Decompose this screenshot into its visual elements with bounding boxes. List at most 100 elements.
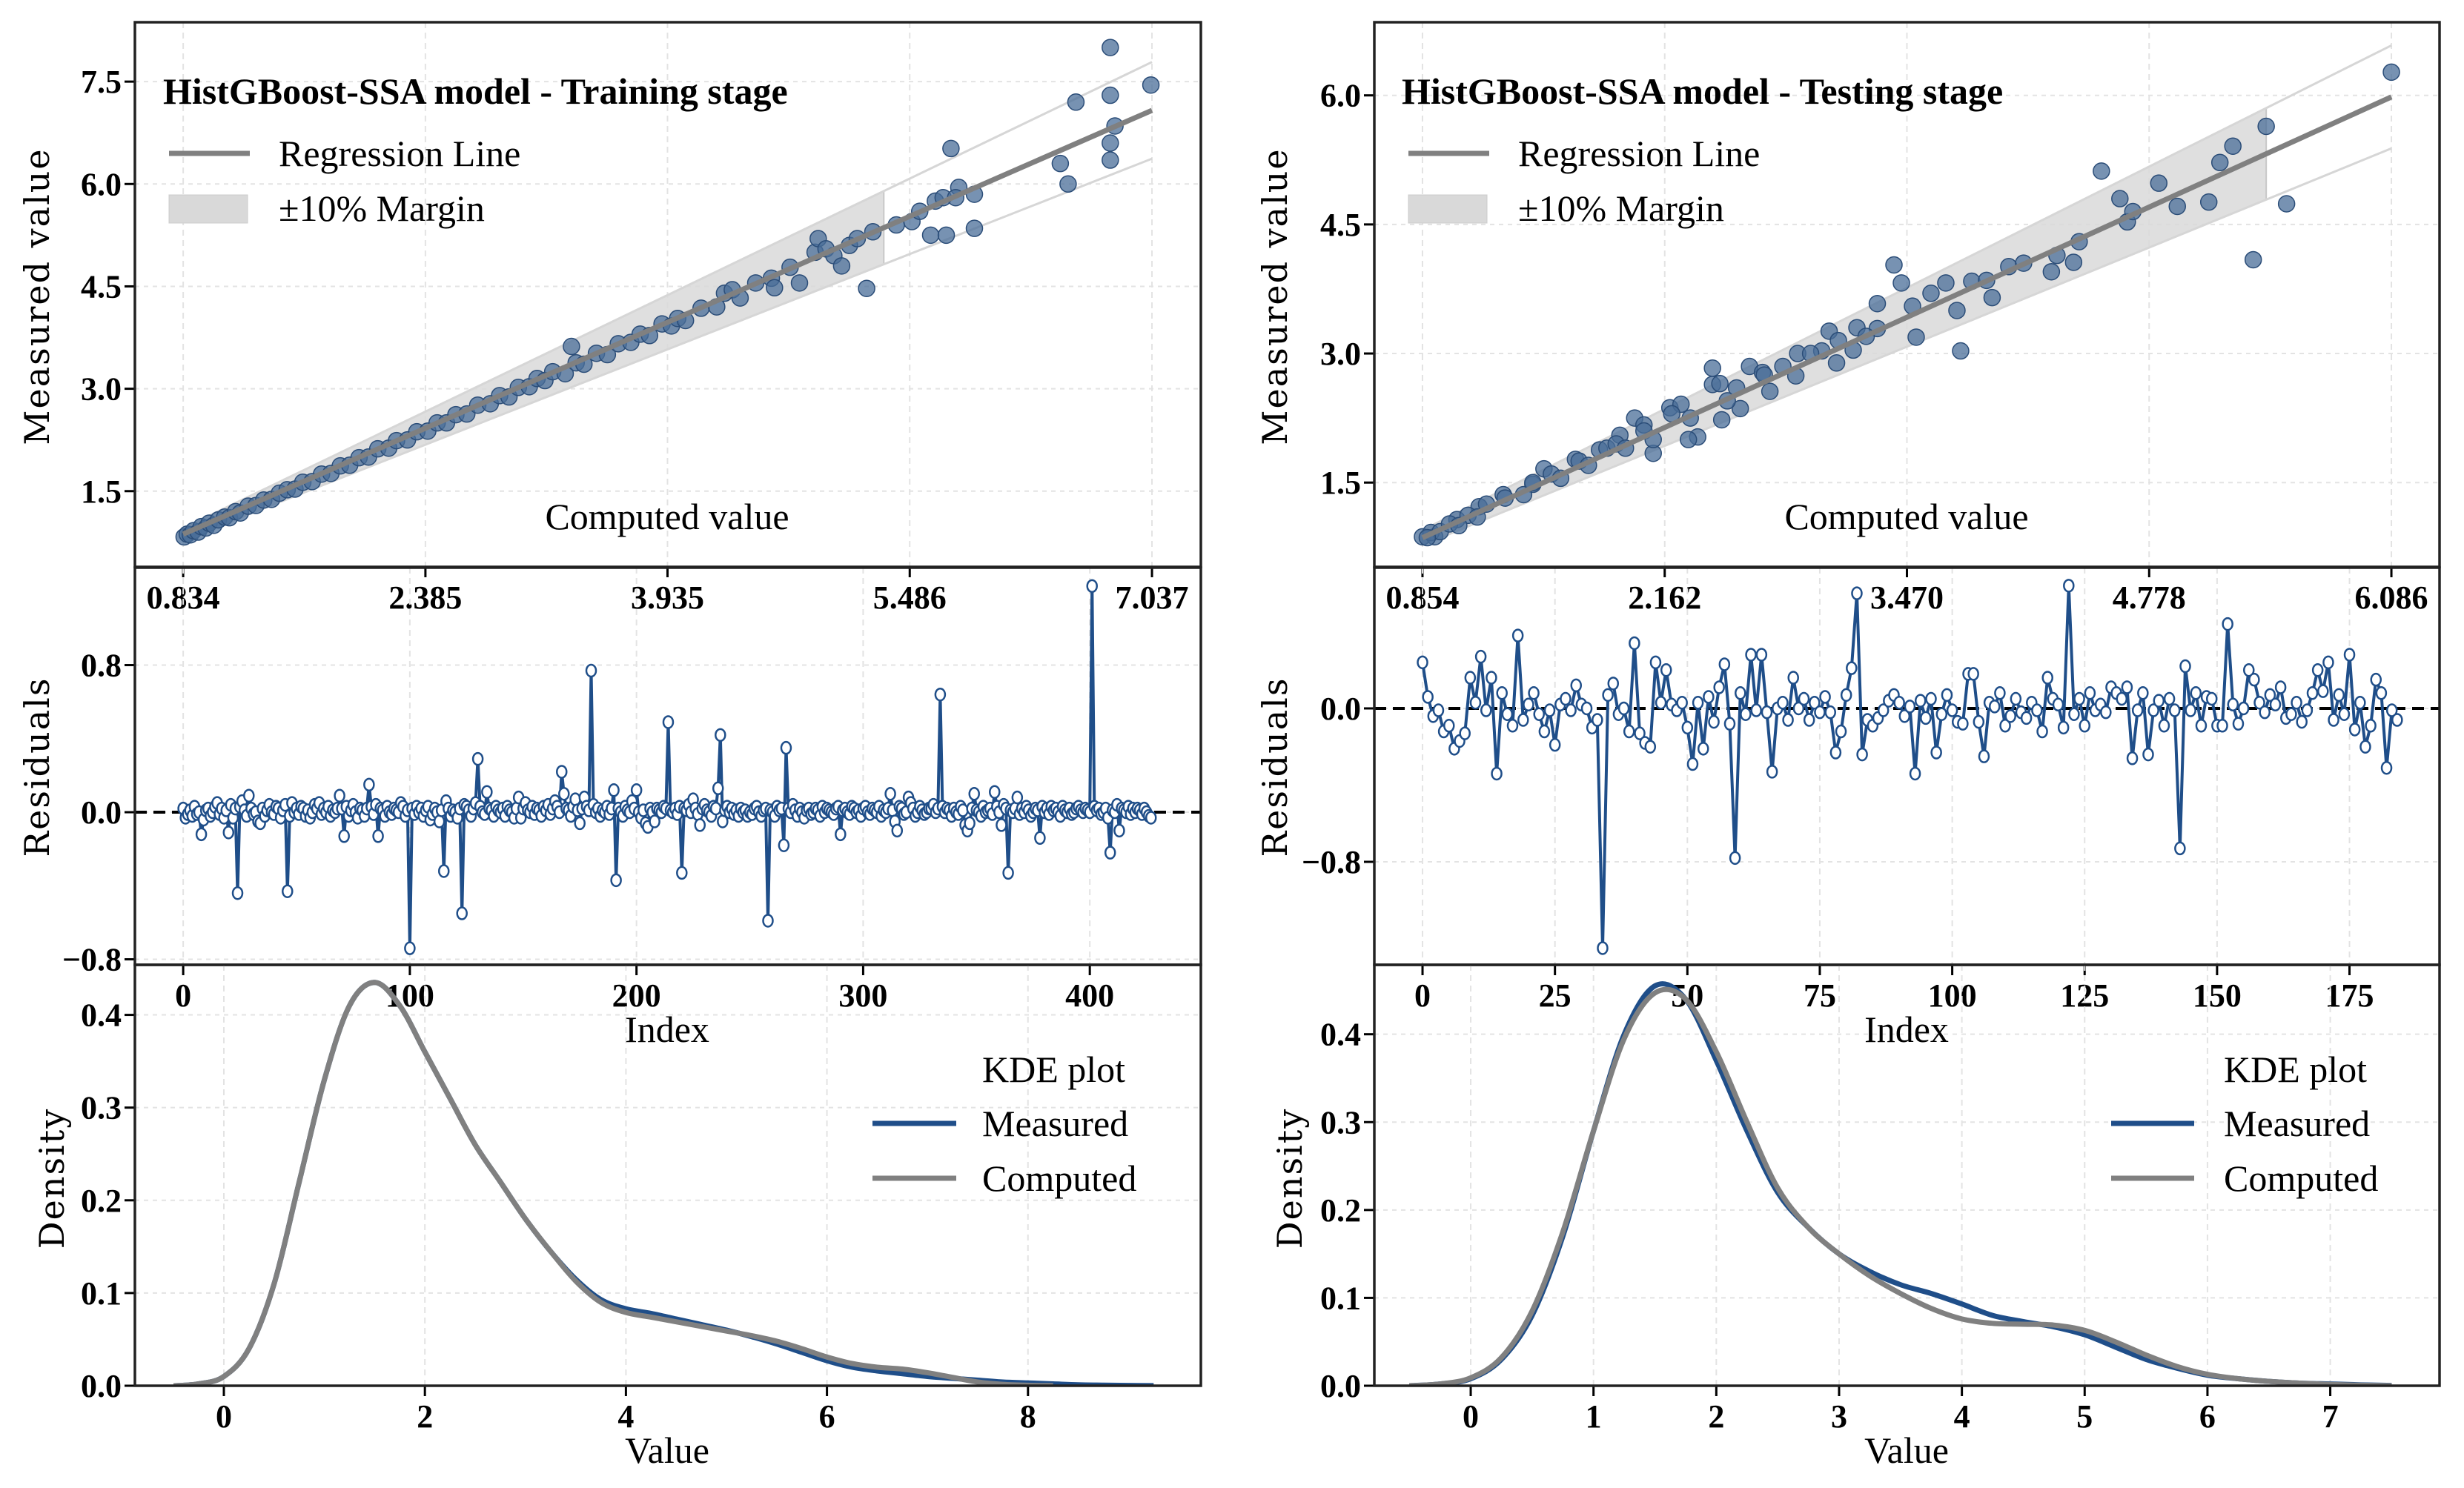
residual-marker [2264,688,2276,703]
residual-marker [2179,659,2191,674]
residual-marker [1597,941,1609,955]
residual-marker [1602,688,1614,703]
residual-marker [1729,851,1741,866]
residual-marker [1086,579,1098,594]
testing-xlabel: Computed value [1784,496,2028,537]
residual-marker [2317,684,2329,698]
residual-marker [2269,697,2282,712]
y-tick-label: 0.4 [1320,1017,1361,1053]
kde-curve-computed [173,980,1053,1386]
data-point [790,274,809,292]
plot-area [173,980,1154,1386]
y-tick-label: 4.5 [81,268,122,305]
residual-marker [1761,705,1773,720]
data-point [1868,294,1887,313]
residual-marker [2359,740,2371,754]
residual-marker [891,823,904,838]
residual-marker [1634,726,1646,740]
residual-marker [2322,655,2334,670]
training-index-label: Index [625,1009,709,1050]
residual-marker [2073,691,2085,706]
residual-marker [1474,649,1487,664]
residual-marker [1851,586,1863,600]
residual-marker [1538,724,1551,739]
residual-marker [1034,831,1046,846]
plot-area [1414,44,2400,547]
residual-marker [2052,697,2064,712]
x-tick-label: 2 [417,1398,433,1435]
x-tick-label: 6.086 [2355,579,2428,616]
residual-marker [1920,711,1932,725]
residual-marker [1814,705,1826,720]
residual-marker [1819,690,1831,704]
residual-marker [1723,717,1736,731]
legend-margin-swatch [1408,194,1488,224]
residual-marker [780,740,792,755]
residual-marker [1877,703,1890,717]
testing-ylabel-measured: Measured value [1255,147,1295,445]
residual-marker [1798,691,1810,706]
x-tick-label: 3.470 [1870,579,1944,616]
residual-marker [1755,648,1768,662]
residual-marker [2068,707,2080,721]
data-point [2168,197,2186,216]
residual-marker [433,814,446,828]
residual-marker [1607,677,1620,691]
residual-marker [1417,655,1428,670]
residual-marker [2084,686,2096,700]
residual-marker [676,866,688,880]
residual-marker [1930,745,1942,760]
kde-panel: 0 1 2 3 4 5 6 7 0.0 0.1 0.2 0.3 0.4 [1320,963,2441,1435]
residual-marker [1464,671,1477,685]
residual-marker [1422,690,1434,704]
residual-marker [630,783,643,797]
data-point [1948,302,1966,319]
legend-regression-label: Regression Line [279,133,520,174]
residual-marker [334,788,345,803]
data-point [1937,274,1955,292]
residual-marker [585,663,597,678]
residual-marker [2079,719,2090,733]
residual-marker [2100,705,2112,720]
residual-marker [1777,695,1789,710]
residual-marker [2142,747,2154,762]
residual-marker [1840,688,1852,703]
x-tick-label: 2 [1708,1398,1724,1435]
residual-marker [1011,790,1024,805]
residual-marker [1629,636,1640,651]
training-ylabel-residuals: Residuals [17,677,57,857]
residual-marker [694,818,706,832]
residual-marker [1617,701,1630,716]
residual-marker [1623,724,1635,739]
data-point [1827,354,1846,372]
residual-marker [964,816,976,831]
kde-curve-computed [1409,986,2392,1386]
residual-marker [1528,686,1540,700]
residual-marker [2185,703,2196,717]
data-point [2210,153,2229,172]
residual-marker [2311,662,2324,677]
x-tick-label: 6 [2199,1398,2216,1435]
data-point [2093,162,2110,180]
residual-marker [608,783,620,797]
data-point [1983,288,2001,307]
residual-marker [1686,757,1699,771]
residual-marker [934,687,947,702]
data-point [858,279,875,297]
residual-marker [1925,691,1937,706]
testing-index-label: Index [1864,1009,1949,1050]
residual-marker [2306,686,2319,700]
axes-frame [133,963,1202,1387]
margin-boundary-line [182,157,1153,542]
residual-marker [231,886,244,900]
residual-marker [2116,691,2128,706]
residual-marker [1511,628,1524,642]
residual-marker [1655,695,1667,710]
residual-marker [195,827,208,842]
residual-marker [2365,719,2377,733]
x-tick-label: 4.778 [2113,579,2186,616]
residual-marker [1145,811,1157,825]
residual-marker [712,781,724,796]
residual-marker [1740,707,1752,721]
residual-marker [2348,723,2361,737]
